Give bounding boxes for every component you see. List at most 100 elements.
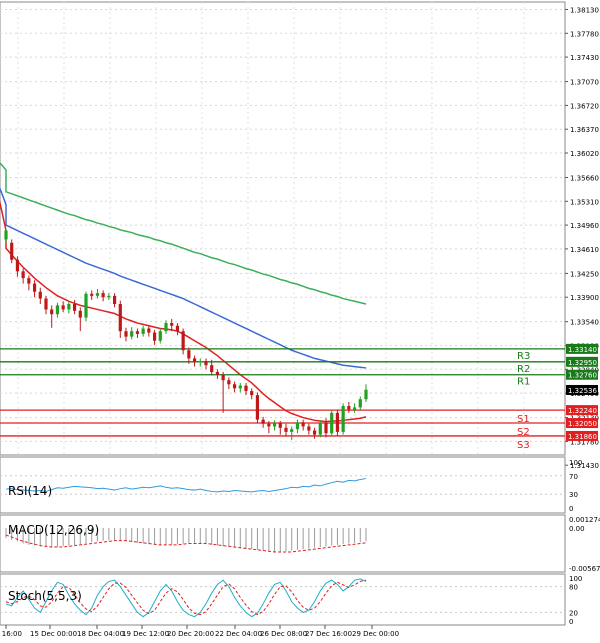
candle-body <box>295 422 300 430</box>
candle-body <box>250 391 254 396</box>
rsi-panel-frame <box>0 456 566 514</box>
time-label: 29 Dec 00:00 <box>352 630 399 638</box>
level-badge-r1 <box>566 369 598 380</box>
candle-body <box>175 325 180 332</box>
candle-body <box>90 293 94 296</box>
price-tick-label: 1.34250 <box>570 270 599 278</box>
candle-body <box>307 426 311 431</box>
current-price-marker: 1.32536 <box>566 384 598 395</box>
level-name-r3: R3 <box>517 351 530 362</box>
price-tick-label: 1.34610 <box>570 246 599 254</box>
candle-body <box>118 304 122 332</box>
candle-body <box>192 358 197 363</box>
time-label: 22 Dec 04:00 <box>215 630 262 638</box>
candle-body <box>255 395 260 420</box>
rsi-grid <box>0 475 565 495</box>
price-tick-label: 1.36370 <box>570 126 599 134</box>
macd-tick-label: 0.001274 <box>569 516 600 524</box>
candle-body <box>301 422 305 427</box>
candle-body <box>198 361 202 363</box>
level-badge-r2 <box>566 356 598 367</box>
candle-body <box>352 407 357 410</box>
macd-histogram <box>5 527 367 552</box>
candle-body <box>318 423 322 435</box>
candle-body <box>335 412 340 432</box>
candle-body <box>158 331 162 341</box>
rsi-panel: 100 70 30 0 RSI(14) <box>0 456 582 514</box>
level-value-r2: 1.32950 <box>568 359 597 367</box>
price-tick-label: 1.38130 <box>570 6 599 14</box>
candle-body <box>278 423 282 428</box>
candle-body <box>227 380 231 385</box>
stoch-d-line <box>5 579 367 616</box>
price-tick-label: 1.33540 <box>570 319 599 327</box>
price-grid <box>0 2 565 466</box>
candle-body <box>72 304 77 311</box>
level-name-r1: R1 <box>517 377 530 388</box>
macd-tick-label: -0.005676 <box>569 565 600 573</box>
stoch-tick-label: 80 <box>569 584 578 592</box>
price-axis: 1.38130 1.37780 1.37430 1.37070 1.36720 1.363… <box>565 6 599 470</box>
stoch-grid <box>0 586 565 613</box>
pivot-levels: 1.33140 R3 1.32950 R2 1.32760 R1 1.32240 S1 1.32… <box>0 343 598 451</box>
rsi-line <box>5 478 367 493</box>
candle-body <box>210 365 214 373</box>
price-tick-label: 1.36020 <box>570 150 599 158</box>
price-tick-label: 1.37780 <box>570 30 599 38</box>
level-badge-s2 <box>566 418 598 429</box>
time-label: 27 Dec 16:00 <box>305 630 352 638</box>
macd-signal-line <box>5 534 367 553</box>
price-tick-label: 1.37430 <box>570 54 599 62</box>
candles <box>4 229 368 441</box>
candle-body <box>187 350 191 359</box>
candle-body <box>107 295 111 298</box>
current-price-value: 1.32536 <box>568 387 597 395</box>
price-panel-frame <box>0 1 566 456</box>
price-tick-label: 1.33900 <box>570 294 599 302</box>
candle-body <box>141 328 145 334</box>
macd-tick-label: 0.00 <box>569 525 585 533</box>
candle-body <box>44 298 48 310</box>
candle-body <box>181 331 185 351</box>
candle-body <box>130 331 134 337</box>
level-value-s3: 1.31860 <box>568 433 597 441</box>
candle-body <box>84 293 88 318</box>
candle-body <box>61 305 65 310</box>
price-tick-label: 1.35310 <box>570 198 599 206</box>
candle-body <box>78 310 82 318</box>
candle-body <box>135 331 140 334</box>
candle-body <box>10 242 14 260</box>
candle-body <box>284 427 288 432</box>
candle-body <box>112 295 117 304</box>
candle-body <box>267 423 271 427</box>
level-badge-s1 <box>566 405 598 416</box>
candle-body <box>364 389 368 400</box>
rsi-axis: 100 70 30 0 <box>569 459 582 513</box>
level-badge-s3 <box>566 430 598 441</box>
rsi-tick-label: 70 <box>569 473 578 481</box>
candle-body <box>312 430 317 435</box>
level-name-r2: R2 <box>517 364 530 375</box>
stoch-k-line <box>5 578 367 618</box>
candle-body <box>347 406 351 410</box>
candle-body <box>50 309 54 315</box>
level-name-s3: S3 <box>517 440 530 451</box>
time-label: 26 Dec 08:00 <box>260 630 307 638</box>
candle-body <box>147 328 151 333</box>
candle-body <box>261 419 265 424</box>
candle-body <box>95 293 100 296</box>
candle-body <box>232 384 237 389</box>
stoch-tick-label: 100 <box>569 575 582 583</box>
candle-body <box>358 399 362 408</box>
candle-body <box>152 332 157 341</box>
price-tick-label: 1.31780 <box>570 438 599 446</box>
candle-body <box>21 271 25 279</box>
stoch-tick-label: 0 <box>569 618 573 626</box>
candle-body <box>67 304 71 310</box>
candle-body <box>324 423 328 434</box>
time-label: 20 Dec 20:00 <box>167 630 214 638</box>
candle-body <box>244 385 248 392</box>
candle-body <box>4 230 8 240</box>
